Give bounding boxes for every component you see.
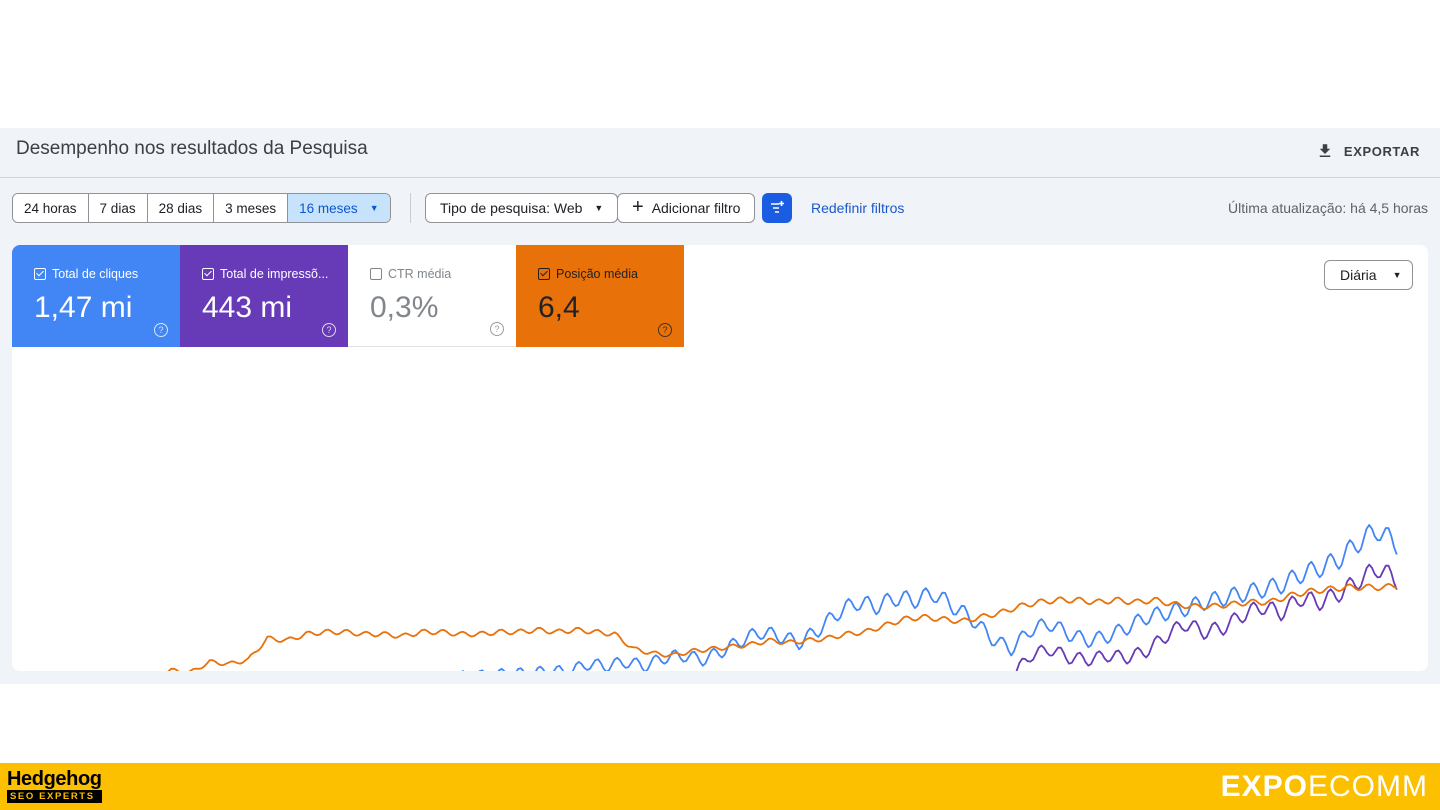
divider xyxy=(410,193,411,223)
last-update-text: Última atualização: há 4,5 horas xyxy=(1228,200,1428,216)
filter-settings-button[interactable] xyxy=(762,193,792,223)
metric-label-row: Posição média xyxy=(538,267,684,281)
export-button[interactable]: EXPORTAR xyxy=(1316,136,1420,166)
reset-filters-link[interactable]: Redefinir filtros xyxy=(811,200,905,216)
range-24h[interactable]: 24 horas xyxy=(13,194,89,222)
metric-avg-ctr[interactable]: CTR média 0,3% ? xyxy=(348,245,516,347)
granularity-dropdown[interactable]: Diária ▼ xyxy=(1324,260,1413,290)
help-icon[interactable]: ? xyxy=(658,323,672,337)
metric-value: 6,4 xyxy=(538,291,580,324)
help-icon[interactable]: ? xyxy=(490,322,504,336)
search-type-label: Tipo de pesquisa: Web xyxy=(440,200,583,216)
expoecomm-logo: EXPOECOMM xyxy=(1221,771,1428,803)
metric-label: Total de cliques xyxy=(52,267,139,281)
metric-label-row: Total de cliques xyxy=(34,267,180,281)
metric-label: CTR média xyxy=(388,267,452,281)
metric-total-clicks[interactable]: Total de cliques 1,47 mi ? xyxy=(12,245,180,347)
search-type-dropdown[interactable]: Tipo de pesquisa: Web ▼ xyxy=(425,193,619,223)
series-line-2 xyxy=(1015,563,1398,671)
checkbox-unchecked-icon xyxy=(370,268,382,280)
checkbox-checked-icon xyxy=(34,268,46,280)
metric-label: Posição média xyxy=(556,267,638,281)
hedgehog-tagline: SEO EXPERTS xyxy=(7,790,102,803)
caret-down-icon: ▼ xyxy=(594,203,604,213)
series-line-1 xyxy=(461,524,1398,671)
expo-text: EXPO xyxy=(1220,770,1308,803)
metric-label-row: CTR média xyxy=(370,267,516,281)
search-console-panel: Desempenho nos resultados da Pesquisa EX… xyxy=(0,128,1440,684)
metric-value: 443 mi xyxy=(202,291,293,324)
checkbox-checked-icon xyxy=(538,268,550,280)
range-28d[interactable]: 28 dias xyxy=(147,194,215,222)
metric-label-row: Total de impressõ... xyxy=(202,267,348,281)
range-16m[interactable]: 16 meses ▼ xyxy=(288,194,390,222)
metric-value: 0,3% xyxy=(370,291,439,324)
checkbox-checked-icon xyxy=(202,268,214,280)
metric-label: Total de impressõ... xyxy=(220,267,329,281)
page-header: Desempenho nos resultados da Pesquisa EX… xyxy=(0,128,1440,178)
metric-avg-position[interactable]: Posição média 6,4 ? xyxy=(516,245,684,347)
caret-down-icon: ▼ xyxy=(1392,270,1402,280)
add-filter-button[interactable]: + Adicionar filtro xyxy=(617,193,756,223)
caret-down-icon: ▼ xyxy=(369,203,379,213)
range-16m-label: 16 meses xyxy=(299,200,358,216)
plus-icon: + xyxy=(632,196,644,218)
page-title: Desempenho nos resultados da Pesquisa xyxy=(16,138,368,159)
granularity-label: Diária xyxy=(1340,267,1377,283)
add-filter-label: Adicionar filtro xyxy=(651,200,741,216)
performance-line-chart: 05/11/202410/12/202414/01/202518/02/2025… xyxy=(167,524,1398,671)
download-icon xyxy=(1319,144,1331,157)
footer-bar: Hedgehog SEO EXPERTS EXPOECOMM xyxy=(0,763,1440,810)
hedgehog-logo: Hedgehog SEO EXPERTS xyxy=(7,769,102,803)
metric-value: 1,47 mi xyxy=(34,291,133,324)
date-range-group: 24 horas 7 dias 28 dias 3 meses 16 meses… xyxy=(12,193,391,223)
help-icon[interactable]: ? xyxy=(322,323,336,337)
filter-list-icon xyxy=(771,201,784,213)
export-label: EXPORTAR xyxy=(1343,143,1420,159)
filter-row: 24 horas 7 dias 28 dias 3 meses 16 meses… xyxy=(12,193,1428,223)
hedgehog-name: Hedgehog xyxy=(7,768,102,790)
range-7d[interactable]: 7 dias xyxy=(88,194,148,222)
help-icon[interactable]: ? xyxy=(154,323,168,337)
metric-total-impressions[interactable]: Total de impressõ... 443 mi ? xyxy=(180,245,348,347)
performance-chart-card: 05/11/202410/12/202414/01/202518/02/2025… xyxy=(12,245,1428,671)
series-line-3 xyxy=(167,582,1398,671)
ecomm-text: ECOMM xyxy=(1308,770,1428,803)
range-3m[interactable]: 3 meses xyxy=(214,194,289,222)
